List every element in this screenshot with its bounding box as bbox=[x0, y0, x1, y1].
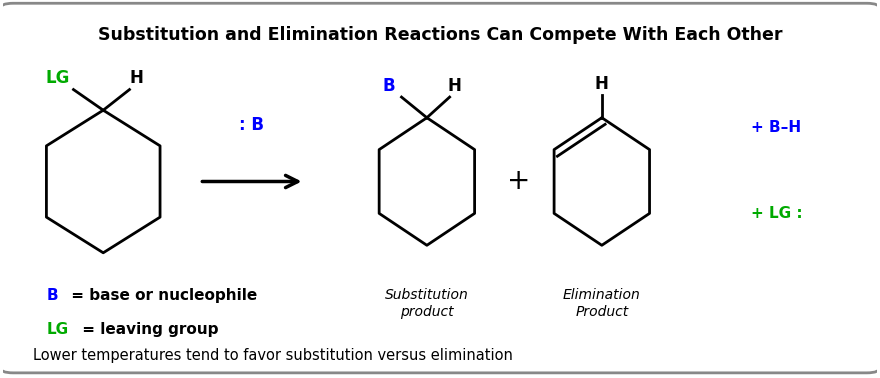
Text: B: B bbox=[382, 77, 395, 95]
Text: H: H bbox=[129, 69, 143, 87]
Text: H: H bbox=[448, 77, 462, 95]
Text: LG: LG bbox=[46, 69, 70, 87]
Text: : B: : B bbox=[239, 116, 264, 134]
Text: Elimination
Product: Elimination Product bbox=[563, 288, 641, 319]
FancyBboxPatch shape bbox=[0, 3, 880, 373]
Text: H: H bbox=[595, 75, 609, 93]
Text: + LG :: + LG : bbox=[751, 206, 803, 221]
Text: = leaving group: = leaving group bbox=[77, 322, 218, 337]
Text: Lower temperatures tend to favor substitution versus elimination: Lower temperatures tend to favor substit… bbox=[33, 349, 513, 364]
Text: Substitution
product: Substitution product bbox=[385, 288, 469, 319]
Text: +: + bbox=[507, 167, 531, 195]
Text: LG: LG bbox=[47, 322, 69, 337]
Text: + B–H: + B–H bbox=[751, 119, 801, 135]
Text: B: B bbox=[47, 288, 58, 304]
Text: = base or nucleophile: = base or nucleophile bbox=[66, 288, 257, 304]
Text: Substitution and Elimination Reactions Can Compete With Each Other: Substitution and Elimination Reactions C… bbox=[98, 26, 782, 44]
